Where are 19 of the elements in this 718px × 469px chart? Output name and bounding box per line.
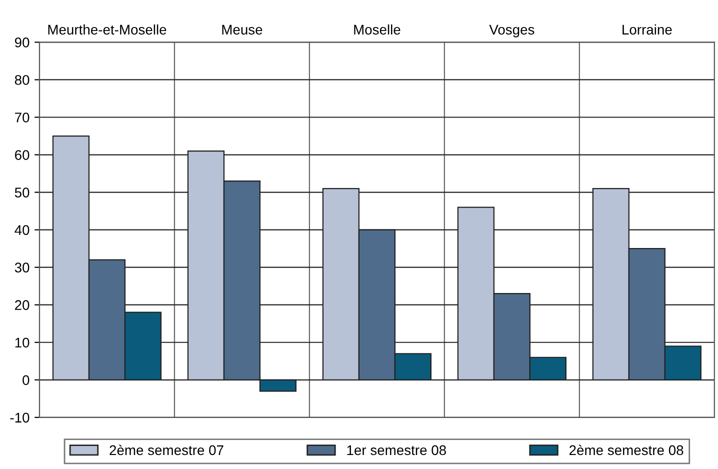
y-tick-label: 90 bbox=[14, 38, 30, 48]
x-tick-label: Lorraine bbox=[622, 24, 672, 35]
legend-label: 1er semestre 08 bbox=[347, 445, 446, 456]
legend-label: 2ème semestre 07 bbox=[110, 444, 224, 456]
y-tick-label: 60 bbox=[15, 150, 30, 160]
y-tick-label: 10 bbox=[15, 338, 30, 348]
x-tick-label: Moselle bbox=[354, 24, 400, 35]
x-tick-label: Meurthe-et-Moselle bbox=[48, 24, 166, 35]
x-tick-label: Vosges bbox=[489, 24, 534, 38]
y-tick-label: 40 bbox=[14, 225, 30, 235]
x-tick-label: Meuse bbox=[222, 24, 262, 35]
y-tick-label: 20 bbox=[15, 300, 30, 310]
y-tick-label: -10 bbox=[10, 412, 30, 423]
legend-label: 2ème semestre 08 bbox=[569, 444, 684, 456]
y-tick-label: 0 bbox=[22, 375, 30, 386]
y-tick-label: 80 bbox=[14, 75, 30, 85]
y-tick-label: 70 bbox=[15, 112, 30, 122]
y-tick-label: 30 bbox=[14, 262, 30, 272]
y-tick-label: 50 bbox=[14, 188, 30, 198]
